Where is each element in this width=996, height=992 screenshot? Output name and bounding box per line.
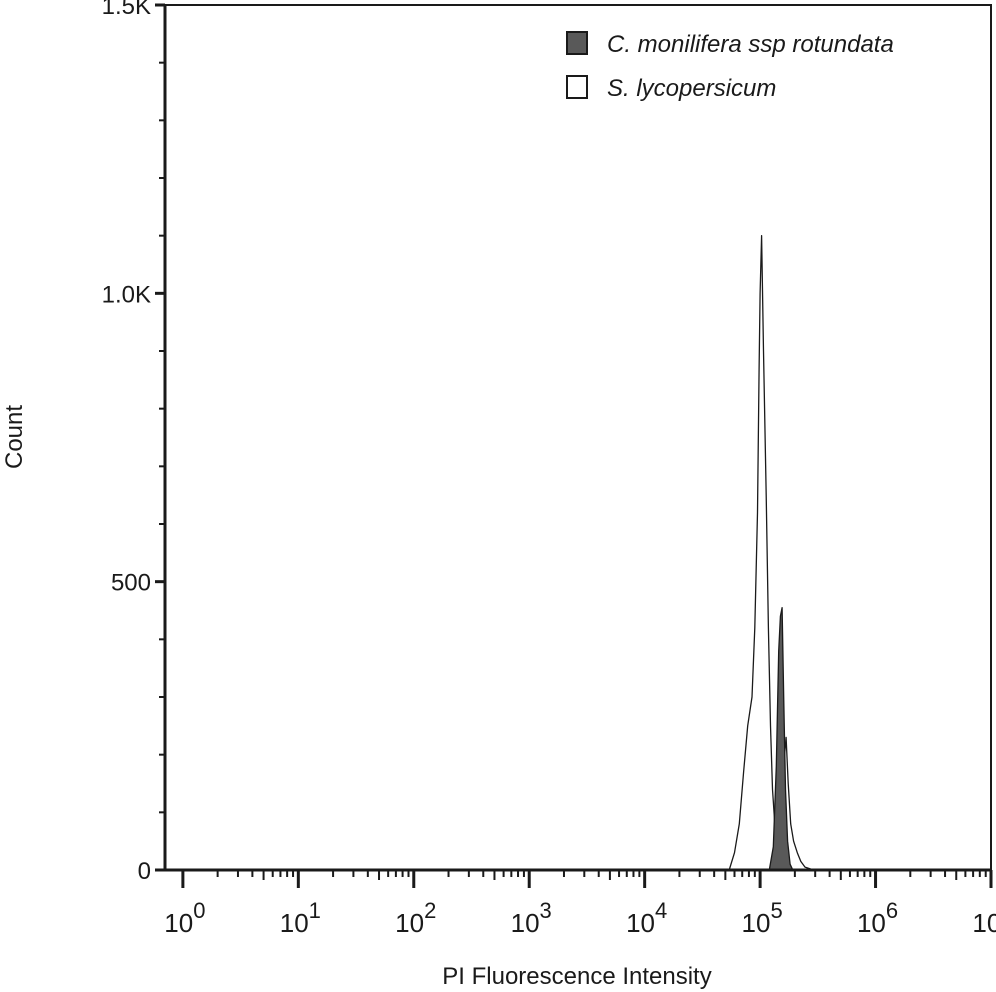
y-tick-label: 1.5K [102,0,151,20]
series-s-lycopersicum-area [728,235,815,871]
x-axis: 100 101 102 103 104 105 106 107 [164,868,996,938]
x-tick-label: 102 [395,898,436,938]
y-tick-label: 1.0K [102,281,151,308]
x-tick-label: 106 [857,898,898,938]
x-tick-label: 105 [742,898,783,938]
series-c-monilifera-area [768,606,794,871]
legend: C. monilifera ssp rotundata S. lycopersic… [566,31,894,102]
y-axis-label: Count [1,405,28,469]
histogram-curves [728,235,815,871]
legend-label: C. monilifera ssp rotundata [607,31,894,58]
x-tick-label: 107 [972,898,996,938]
x-axis-label: PI Fluorescence Intensity [442,963,711,990]
y-axis: 0 500 1.0K 1.5K [102,0,167,885]
y-tick-label: 500 [111,570,151,597]
x-tick-label: 101 [280,898,321,938]
legend-swatch [566,75,588,99]
legend-label: S. lycopersicum [607,75,776,102]
x-tick-label: 100 [164,898,205,938]
plot-frame [164,4,992,871]
x-tick-label: 104 [626,898,667,938]
x-tick-label: 103 [511,898,552,938]
legend-swatch [566,31,588,55]
y-tick-label: 0 [138,858,151,885]
